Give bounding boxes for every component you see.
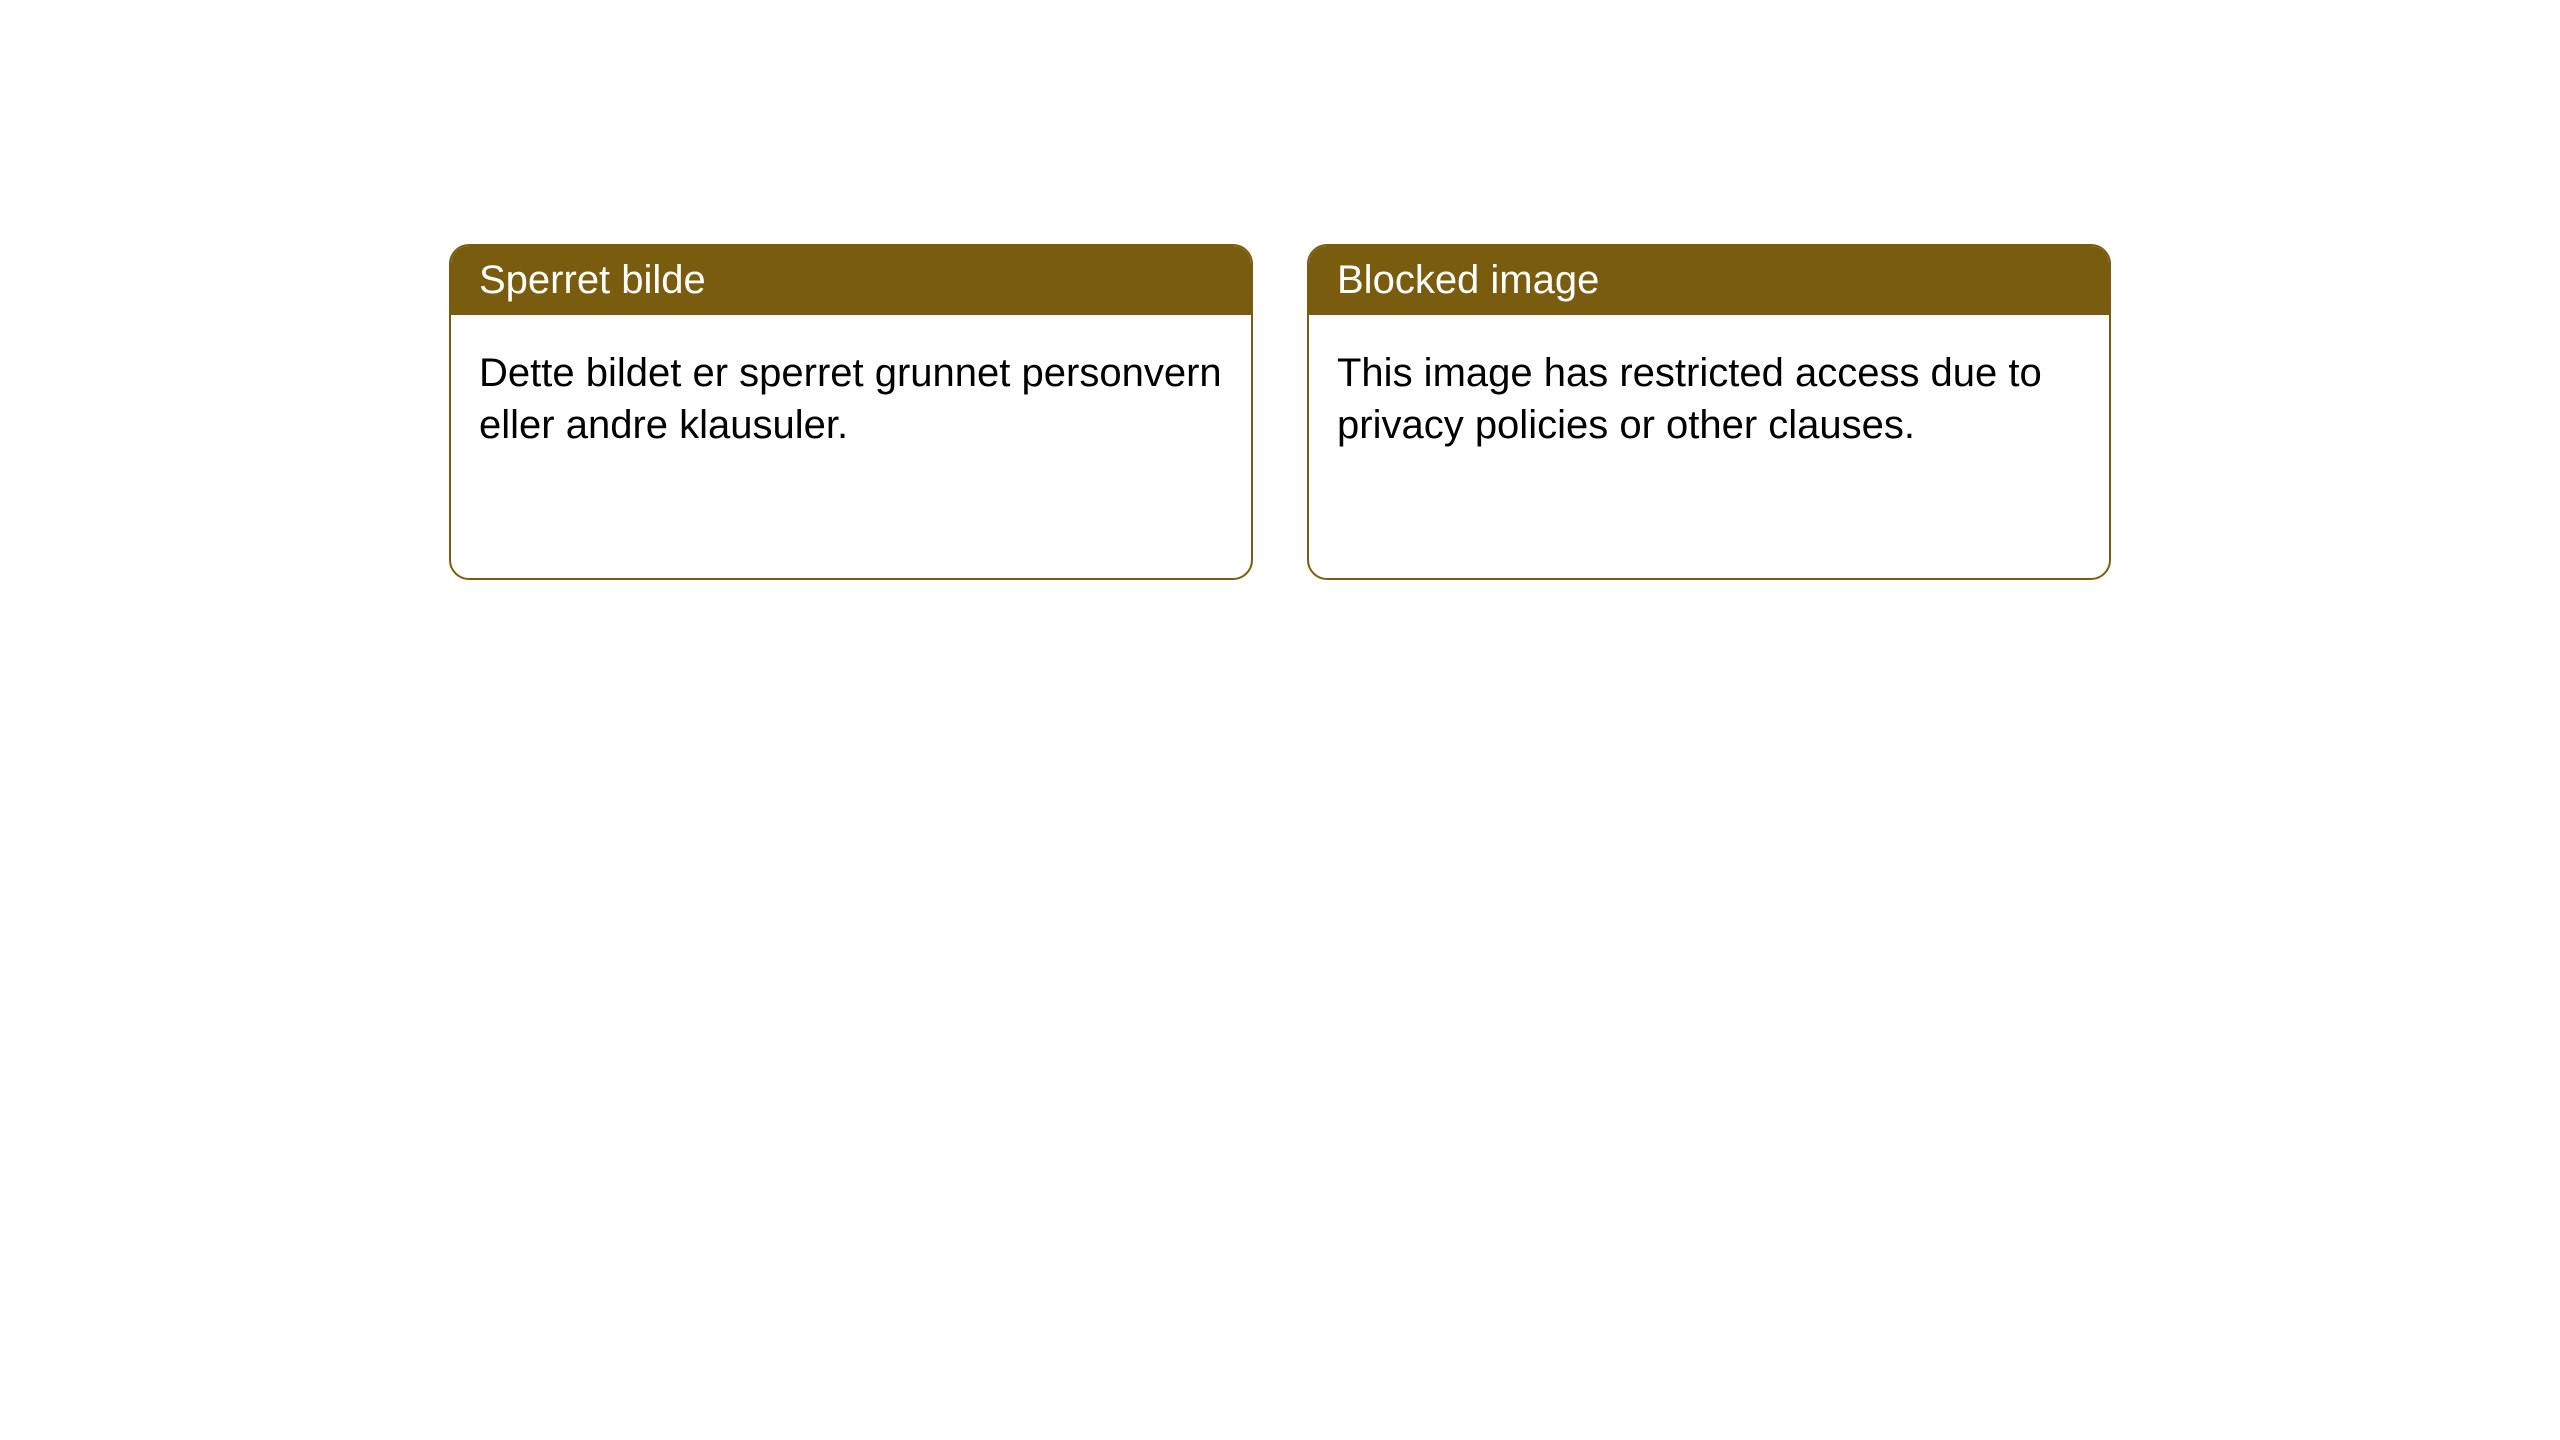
notice-card-en: Blocked image This image has restricted … bbox=[1307, 244, 2111, 580]
notice-body-en: This image has restricted access due to … bbox=[1309, 315, 2109, 483]
notice-title-no: Sperret bilde bbox=[451, 246, 1251, 315]
notice-card-no: Sperret bilde Dette bildet er sperret gr… bbox=[449, 244, 1253, 580]
notice-title-en: Blocked image bbox=[1309, 246, 2109, 315]
notice-body-no: Dette bildet er sperret grunnet personve… bbox=[451, 315, 1251, 483]
notice-container: Sperret bilde Dette bildet er sperret gr… bbox=[449, 244, 2111, 580]
